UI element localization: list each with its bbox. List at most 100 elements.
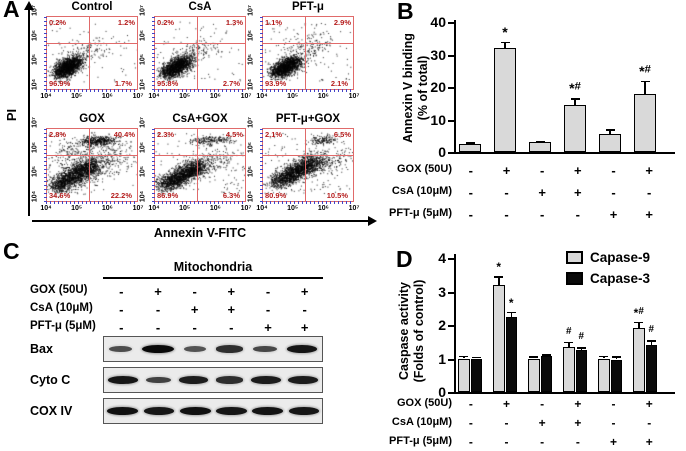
quadrant-percent-ur: 6.5% [333,130,351,139]
annexin-axis-arrow-line [32,220,370,222]
legend-item-capase-9: Capase-9 [566,250,650,265]
condition-symbols-row: - - - - + + [453,435,667,449]
quadrant-line-horizontal [263,42,353,44]
x-axis-minor-ticks [154,89,246,92]
error-bar-cap [570,98,580,100]
flow-scatter-canvas [155,17,245,89]
bar-csa-gox-capase-3 [575,350,587,392]
condition-symbol: - [611,163,616,178]
blot-band [178,376,209,384]
error-bar-cap [500,41,510,43]
condition-symbol: + [538,416,546,430]
y-tick-label: 0 [438,144,446,160]
error-bar-cap [564,341,574,344]
x-tick-label: 10⁵ [71,93,83,100]
y-axis-tick [448,22,454,24]
error-bar-cap [634,321,644,324]
flow-plot-title: Control [71,1,113,13]
condition-symbol: - [540,435,545,449]
condition-symbol: + [503,397,511,411]
bar-pft-capase-9 [598,358,610,392]
quadrant-percent-ul: 2.8% [49,130,67,139]
blot-box-cyto-c [103,367,323,393]
error-bar-line [568,341,570,347]
x-tick-label: 10⁴ [148,93,160,100]
y-tick-label: 2 [438,317,446,333]
y-axis-tick [448,291,454,294]
bar-control-capase-9 [458,358,470,392]
y-tick-label: 10 [430,111,446,128]
quadrant-percent-ul: 1.1% [265,18,283,27]
blot-band [183,345,207,353]
flow-plot-title: CsA [188,1,212,13]
flow-plot-area: 2.8% 40.4% 34.6% 22.2% [44,128,138,204]
flow-scatter-canvas [155,129,245,201]
error-bar-line [504,41,506,48]
y-tick-label: 10⁴ [247,78,255,91]
y-tick-label: 10⁷ [247,5,255,16]
condition-symbol: + [300,284,309,299]
blot-label-cox-iv: COX IV [30,404,73,418]
significance-annotation: # [578,331,584,343]
condition-symbol: + [300,320,309,335]
y-tick-label: 10⁴ [247,190,255,203]
blot-band [251,376,281,384]
quadrant-percent-lr: 10.5% [326,191,348,200]
x-tick-label: 10⁶ [317,93,329,100]
quadrant-line-vertical [197,129,199,201]
error-bar-cap [605,129,615,131]
blot-box-cox-iv [103,398,323,424]
x-tick-label: 10⁴ [256,205,268,212]
condition-symbol: + [610,435,618,449]
quadrant-percent-ur: 4.5% [225,130,243,139]
flow-plot-csa: CsA 0.2% 1.3% 95.8% 2.7% 10⁴ 10⁴ 10⁵ 10⁵ 10⁶ 10⁶ 10… [140,1,252,104]
panel-d-y-axis-title-line1: Caspase activity [397,282,411,380]
quadrant-line-horizontal [155,42,245,44]
bar-csa-gox [564,104,586,152]
quadrant-percent-ur: 1.2% [117,18,135,27]
error-bar-cap [541,354,551,356]
x-tick-label: 10⁴ [256,93,268,100]
blot-band [141,345,174,353]
bar-gox-capase-3 [505,316,517,392]
y-tick-label: 10⁶ [31,29,39,41]
x-tick-label: 10⁶ [101,205,113,212]
y-tick-label: 10⁶ [31,141,39,153]
significance-annotation: * [502,23,508,40]
flow-plot-pft-gox: PFT-μ+GOX 2.1% 6.5% 80.9% 10.5% 10⁴ 10⁴ 10⁵ 10⁵ 1… [248,113,360,216]
error-bar-cap [465,142,475,144]
y-axis-tick [448,325,454,327]
flow-plot-grid: Control 0.2% 1.2% 96.9% 1.7% 10⁴ 10⁴ 10⁵ 10⁵ 10⁶ 1… [0,0,390,246]
significance-annotation: * [508,295,514,310]
quadrant-line-vertical [305,129,307,201]
panel-d-label: D [396,246,413,272]
y-axis-tick [448,152,454,154]
y-tick-label: 10⁵ [247,54,255,66]
y-tick-label: 10⁵ [31,166,39,178]
panel-b-label: B [397,0,414,24]
annexin-axis-label: Annexin V-FITC [153,226,247,240]
y-tick-label: 10⁶ [139,141,147,153]
condition-symbol: - [504,185,509,200]
bar-pft-gox [634,93,656,152]
y-tick-label: 10⁷ [31,117,39,128]
flow-plot-pft: PFT-μ 1.1% 2.9% 93.9% 2.1% 10⁴ 10⁴ 10⁵ 10⁵ 10⁶ 10⁶… [248,1,360,104]
quadrant-percent-ur: 1.3% [225,18,243,27]
condition-symbol: - [504,207,509,222]
y-tick-label: 10⁵ [139,54,147,66]
error-bar-line [615,356,617,360]
condition-symbol: - [468,185,473,200]
quadrant-percent-ul: 2.1% [265,130,283,139]
x-tick-label: 10⁶ [209,205,221,212]
bar-pft-gox-capase-3 [645,345,657,392]
blot-band [106,407,138,415]
significance-annotation: * [496,260,502,275]
y-tick-label: 10⁶ [247,141,255,153]
condition-symbols-row: - + - + - + [453,397,667,411]
error-bar-line [574,98,576,105]
x-tick-label: 10⁶ [317,205,329,212]
condition-label: GOX (50U) [30,284,88,296]
y-axis-minor-ticks [44,16,47,90]
